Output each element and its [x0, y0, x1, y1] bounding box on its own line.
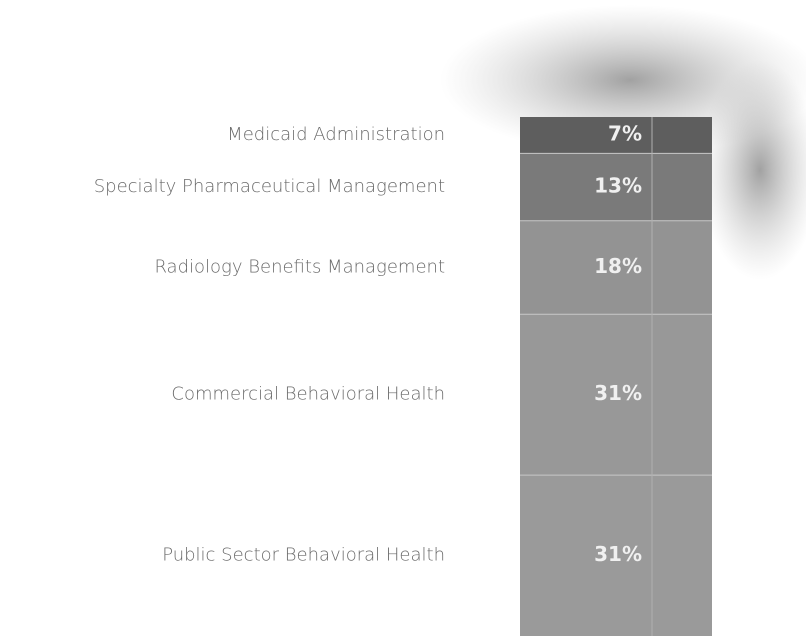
category-label: Medicaid Administration	[227, 124, 445, 145]
category-label: Public Sector Behavioral Health	[162, 545, 445, 566]
value-label: 18%	[594, 254, 642, 278]
bar-segment	[520, 314, 712, 476]
bar-segment	[520, 475, 712, 636]
bar-segment	[520, 117, 712, 154]
shadow	[700, 60, 806, 280]
bar-segment	[520, 153, 712, 221]
category-label: Commercial Behavioral Health	[171, 384, 445, 405]
value-label: 7%	[608, 122, 642, 146]
bar-segment	[520, 220, 712, 315]
value-label: 31%	[594, 542, 642, 566]
category-label: Radiology Benefits Management	[154, 257, 445, 278]
category-label: Specialty Pharmaceutical Management	[94, 176, 445, 197]
value-label: 31%	[594, 381, 642, 405]
value-label: 13%	[594, 174, 642, 198]
